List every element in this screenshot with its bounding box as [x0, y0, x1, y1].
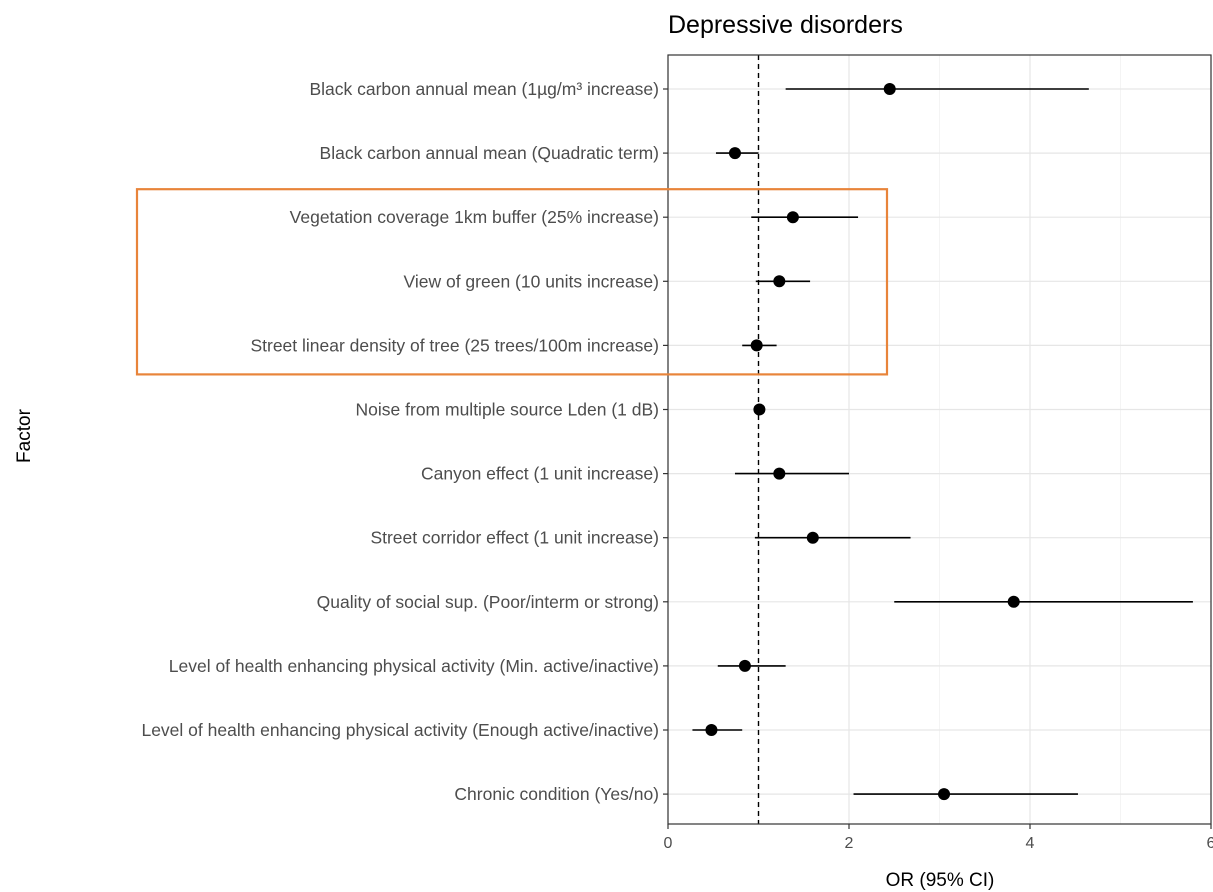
or-point [806, 531, 819, 544]
highlight-box [135, 188, 889, 376]
or-point [728, 147, 741, 160]
x-tick-label: 2 [845, 835, 854, 852]
or-point [705, 724, 718, 736]
y-axis-title: Factor [14, 408, 35, 463]
y-tick-label: Noise from multiple source Lden (1 dB) [356, 400, 659, 420]
or-point [773, 467, 786, 480]
y-tick-label: Black carbon annual mean (Quadratic term… [320, 143, 659, 163]
or-point [773, 275, 786, 288]
or-point [938, 788, 951, 801]
or-point [1007, 595, 1020, 608]
y-tick-label: Street linear density of tree (25 trees/… [250, 335, 659, 355]
x-axis-title: OR (95% CI) [886, 870, 995, 891]
y-tick-label: Level of health enhancing physical activ… [141, 720, 659, 740]
y-tick-label: Canyon effect (1 unit increase) [421, 464, 659, 484]
or-point [753, 403, 766, 416]
y-tick-label: View of green (10 units increase) [403, 271, 659, 291]
or-point [750, 339, 763, 352]
panel-border [667, 54, 1212, 825]
y-tick-label: Vegetation coverage 1km buffer (25% incr… [290, 207, 659, 227]
y-tick-label: Chronic condition (Yes/no) [454, 784, 659, 804]
y-tick-label: Black carbon annual mean (1µg/m³ increas… [309, 79, 659, 99]
y-tick-label: Quality of social sup. (Poor/interm or s… [317, 592, 659, 612]
x-tick-label: 4 [1026, 835, 1035, 852]
x-tick-label: 0 [664, 835, 673, 852]
or-point [738, 659, 751, 672]
or-point [883, 83, 896, 95]
y-tick-label: Street corridor effect (1 unit increase) [370, 528, 659, 548]
y-tick-label: Level of health enhancing physical activ… [169, 656, 659, 676]
or-point [786, 211, 799, 224]
x-tick-label: 6 [1207, 835, 1213, 852]
chart-title: Depressive disorders [668, 11, 903, 39]
